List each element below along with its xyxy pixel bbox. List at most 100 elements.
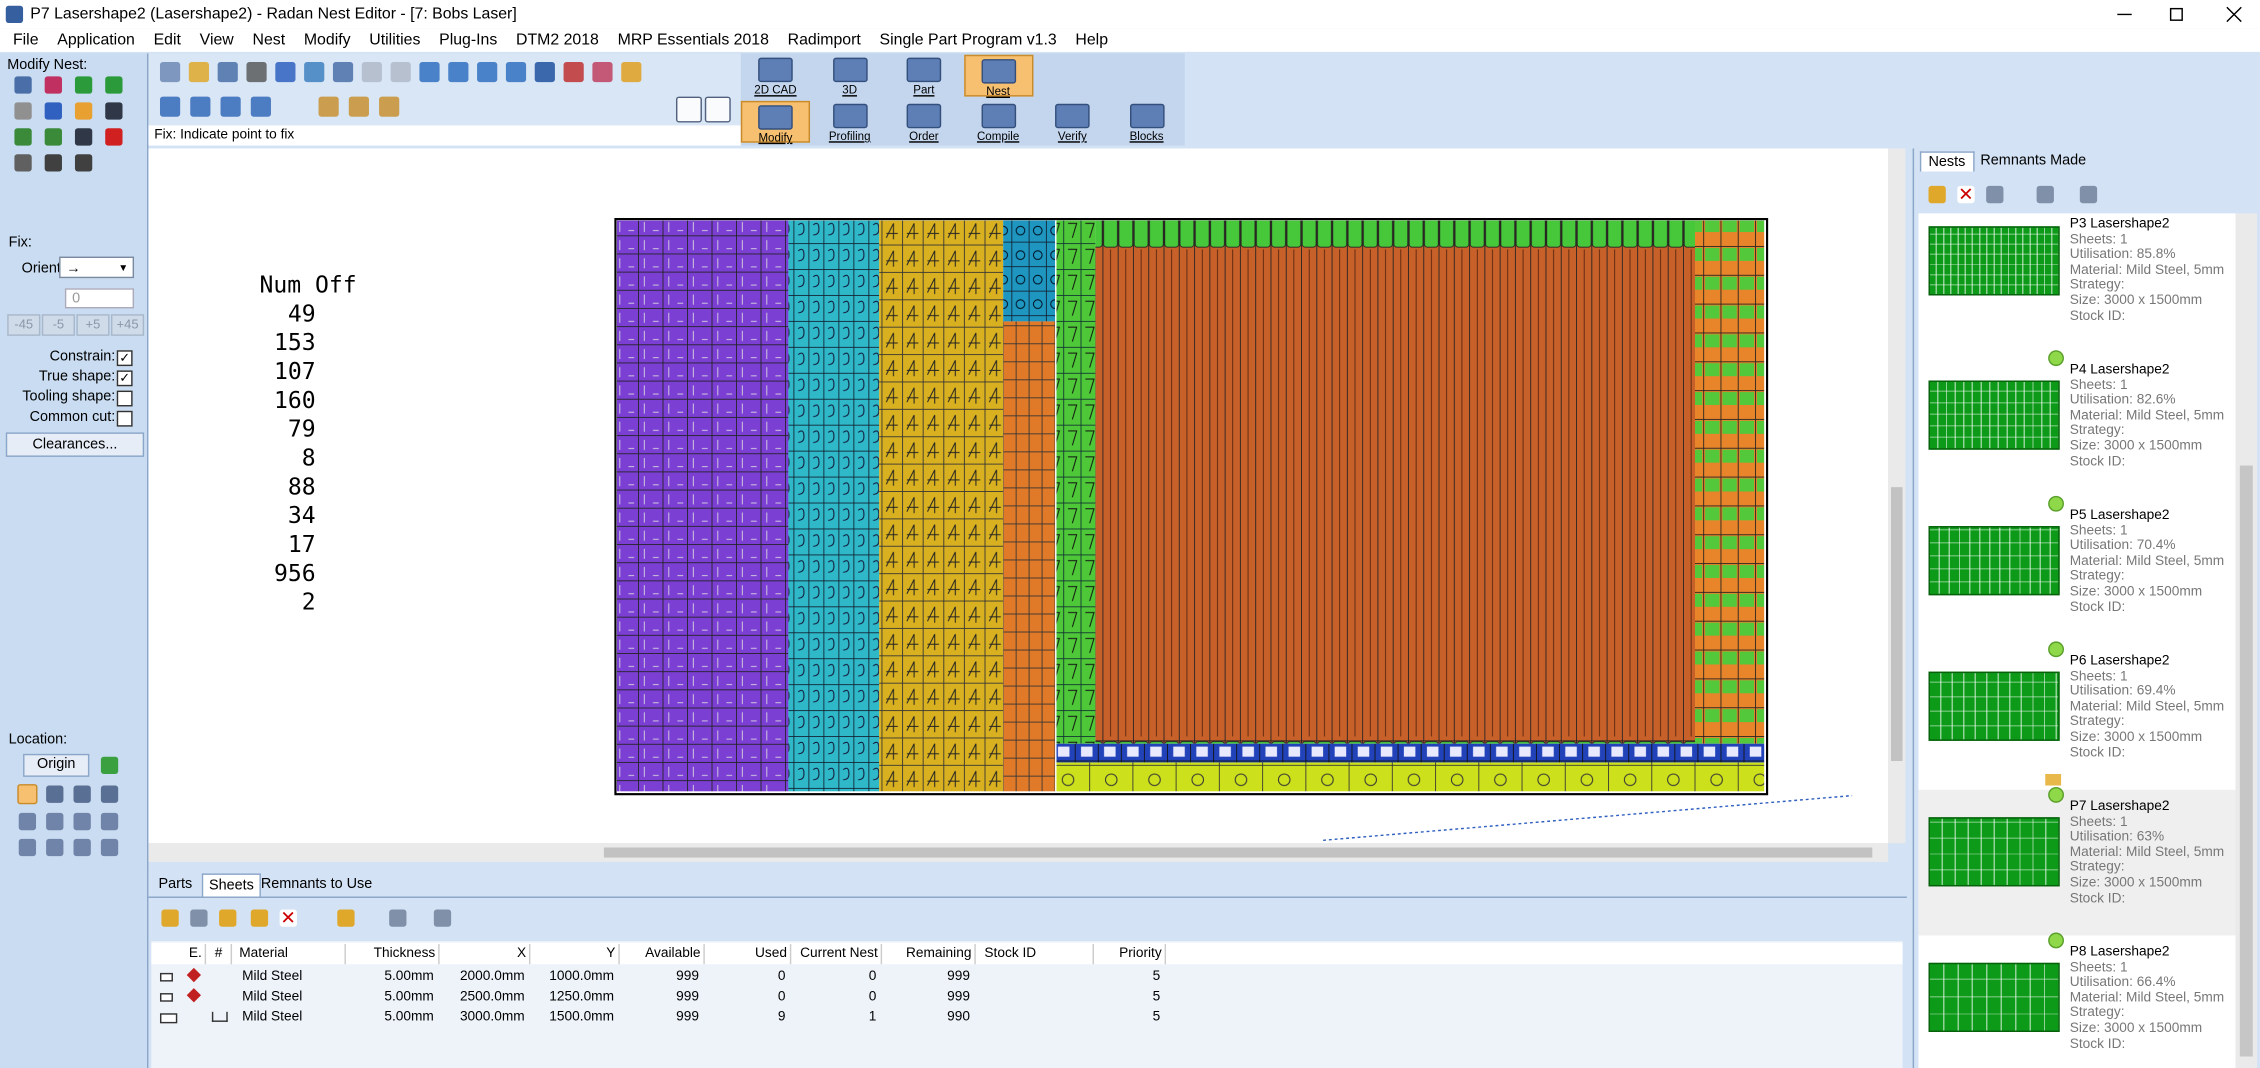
column-header[interactable]: Remaining	[885, 944, 976, 964]
orient-select[interactable]: → ▼	[59, 257, 134, 279]
snap-icon[interactable]	[46, 786, 63, 803]
mode-tab[interactable]: Verify	[1038, 101, 1107, 143]
toolbar-icon[interactable]	[246, 62, 266, 82]
nest-item[interactable]: P4 Lasershape2Sheets: 1Utilisation: 82.6…	[1918, 353, 2235, 499]
nav-icon[interactable]	[349, 97, 369, 117]
snap-icon[interactable]	[101, 786, 118, 803]
toolbar-icon[interactable]	[160, 62, 180, 82]
column-header[interactable]: Material	[236, 944, 346, 964]
mode-tab[interactable]: Part	[889, 55, 958, 97]
snap-icon[interactable]	[46, 813, 63, 830]
tool-icon[interactable]	[105, 76, 122, 93]
mode-tab[interactable]: Modify	[741, 101, 810, 143]
menu-item[interactable]: Help	[1075, 29, 1108, 52]
angle-button[interactable]: -5	[42, 314, 75, 336]
checkbox[interactable]: ✓	[117, 370, 133, 386]
checkbox[interactable]: ✓	[117, 350, 133, 366]
menu-item[interactable]: Single Part Program v1.3	[880, 29, 1057, 52]
sheet-tab[interactable]: Parts	[153, 873, 198, 895]
menu-item[interactable]: Nest	[253, 29, 286, 52]
snap-icon[interactable]	[74, 839, 91, 856]
nav-icon[interactable]	[251, 97, 271, 117]
column-header[interactable]: #	[212, 944, 232, 964]
menu-item[interactable]: View	[200, 29, 234, 52]
toolbar-icon[interactable]	[189, 62, 209, 82]
menu-item[interactable]: Modify	[304, 29, 351, 52]
nest-item[interactable]: P5 Lasershape2Sheets: 1Utilisation: 70.4…	[1918, 499, 2235, 645]
toolbar-icon[interactable]	[621, 62, 641, 82]
menu-item[interactable]: DTM2 2018	[516, 29, 599, 52]
tool-icon[interactable]	[45, 102, 62, 119]
tool-icon[interactable]	[105, 102, 122, 119]
view-icon[interactable]	[434, 909, 451, 926]
nav-icon[interactable]	[221, 97, 241, 117]
window-controls[interactable]	[2104, 0, 2260, 29]
tool-icon[interactable]	[75, 76, 92, 93]
sheet-tool[interactable]	[337, 909, 354, 926]
snap-icon[interactable]	[101, 813, 118, 830]
toolbar-icon[interactable]	[391, 62, 411, 82]
menu-item[interactable]: Radimport	[788, 29, 861, 52]
column-header[interactable]: Y	[533, 944, 619, 964]
mode-tab[interactable]: Blocks	[1112, 101, 1181, 143]
menu-item[interactable]: Application	[57, 29, 135, 52]
nest-item[interactable]: P8 Lasershape2Sheets: 1Utilisation: 66.4…	[1918, 935, 2235, 1068]
column-header[interactable]: E.	[186, 944, 206, 964]
nav-icon[interactable]	[379, 97, 399, 117]
tool-icon[interactable]	[1986, 186, 2003, 203]
toolbar-icon[interactable]	[218, 62, 238, 82]
snap-icon[interactable]	[74, 786, 91, 803]
nav-icon[interactable]	[160, 97, 180, 117]
sheet-delete[interactable]: ✕	[280, 909, 297, 926]
column-header[interactable]: X	[444, 944, 530, 964]
snap-icon[interactable]	[101, 839, 118, 856]
snap-icon[interactable]	[19, 813, 36, 830]
toolbar-icon[interactable]	[419, 62, 439, 82]
sheet-tool[interactable]	[190, 909, 207, 926]
angle-button[interactable]: +5	[76, 314, 109, 336]
mode-tab[interactable]: 3D	[815, 55, 884, 97]
tool-icon[interactable]	[45, 76, 62, 93]
menu-item[interactable]: File	[13, 29, 39, 52]
toolbar-icon[interactable]	[275, 62, 295, 82]
origin-button[interactable]: Origin	[23, 754, 89, 777]
angle-button[interactable]: -45	[7, 314, 40, 336]
angle-input[interactable]: 0	[65, 288, 134, 308]
scroll-thumb[interactable]	[2240, 466, 2253, 1057]
menu-item[interactable]: Utilities	[369, 29, 420, 52]
snap-icon[interactable]	[46, 839, 63, 856]
menu-item[interactable]: MRP Essentials 2018	[618, 29, 769, 52]
toolbar-icon[interactable]	[535, 62, 555, 82]
vertical-scrollbar[interactable]	[1888, 148, 1905, 843]
panel-tab[interactable]: Remnants Made	[1973, 151, 2093, 170]
nest-item[interactable]: P6 Lasershape2Sheets: 1Utilisation: 69.4…	[1918, 644, 2235, 790]
column-header[interactable]: Priority	[1097, 944, 1166, 964]
open-icon[interactable]	[1928, 186, 1945, 203]
toolbar-icon[interactable]	[592, 62, 612, 82]
view-icon[interactable]	[2037, 186, 2054, 203]
toolbar-icon[interactable]	[333, 62, 353, 82]
tool-icon[interactable]	[14, 102, 31, 119]
clearances-button[interactable]: Clearances...	[6, 432, 144, 457]
tool-icon[interactable]	[45, 154, 62, 171]
sheet-tab[interactable]: Remnants to Use	[255, 873, 378, 895]
view-icon[interactable]	[389, 909, 406, 926]
view-icon[interactable]	[2080, 186, 2097, 203]
column-header[interactable]: Used	[708, 944, 792, 964]
checkbox[interactable]	[117, 391, 133, 407]
toolbar-icon[interactable]	[506, 62, 526, 82]
menu-item[interactable]: Edit	[154, 29, 181, 52]
nest-scrollbar[interactable]	[2236, 213, 2258, 1068]
column-header[interactable]: Thickness	[352, 944, 440, 964]
scroll-thumb[interactable]	[1891, 487, 1903, 761]
toolbar-icon[interactable]	[362, 62, 382, 82]
toolbar-icon[interactable]	[477, 62, 497, 82]
nav-icon[interactable]	[319, 97, 339, 117]
tool-icon[interactable]	[45, 128, 62, 145]
sheet-tool[interactable]	[161, 909, 178, 926]
nest-item[interactable]: P3 Lasershape2Sheets: 1Utilisation: 85.8…	[1918, 213, 2235, 353]
snap-icon[interactable]	[19, 839, 36, 856]
mode-tab[interactable]: Order	[889, 101, 958, 143]
maximize[interactable]	[2171, 9, 2183, 21]
sheet-tool[interactable]	[219, 909, 236, 926]
